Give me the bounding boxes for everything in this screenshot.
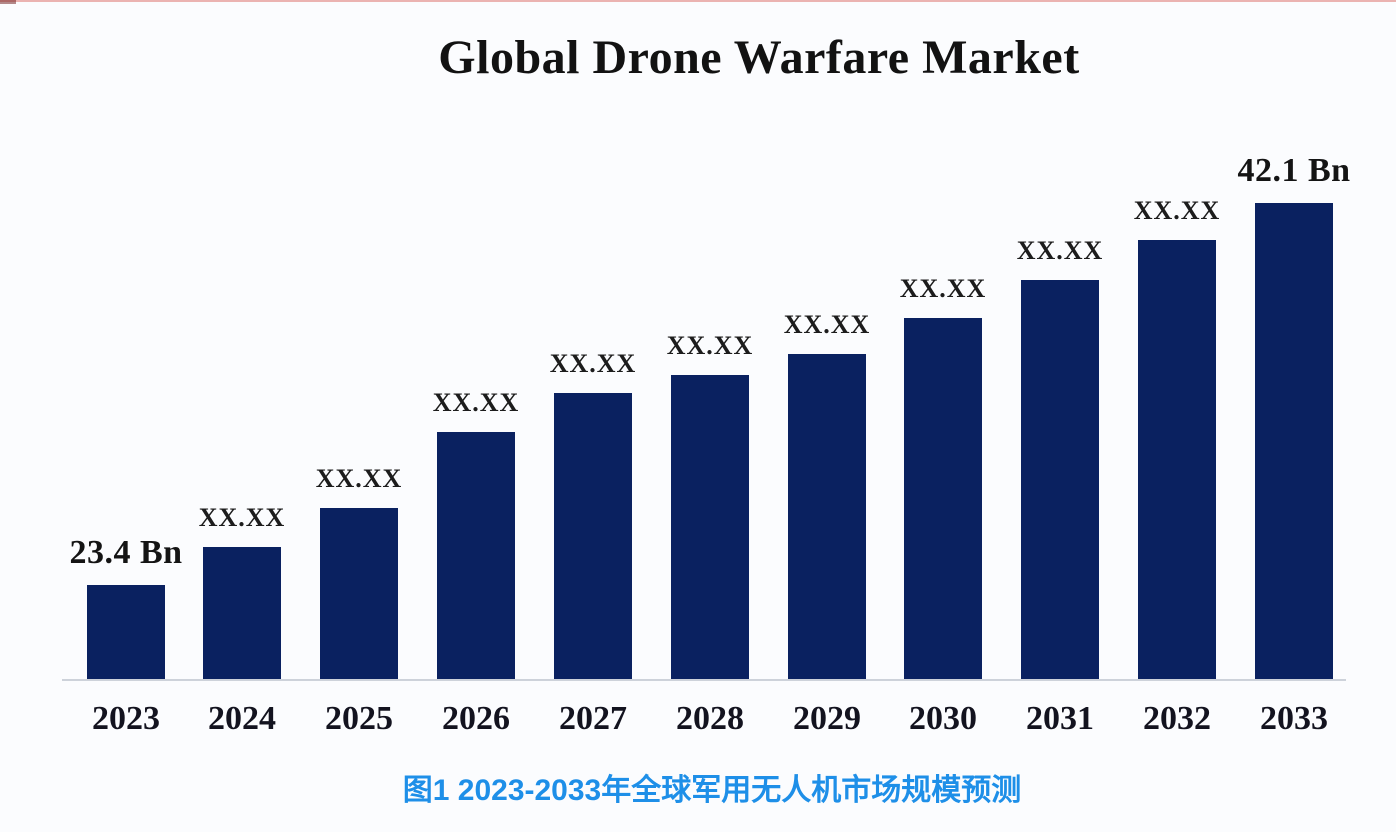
x-axis-label-2033: 2033 [1260,700,1328,737]
chart-title: Global Drone Warfare Market [438,31,1080,84]
bar-value-label-2023: 23.4 Bn [69,534,183,571]
x-axis-line [62,679,1346,681]
bar-2024 [203,547,281,679]
bar-2027 [554,393,632,679]
bar-2023 [87,585,165,679]
bar-value-label-2032: XX.XX [1133,196,1221,225]
bar-value-label-2030: XX.XX [899,274,987,303]
x-axis-label-2024: 2024 [208,700,276,737]
x-axis-label-2027: 2027 [559,700,627,737]
x-axis-label-2026: 2026 [442,700,510,737]
bar-2025 [320,508,398,679]
top-left-corner-mark [0,0,16,4]
bar-2028 [671,375,749,679]
bar-2033 [1255,203,1333,679]
bar-value-label-2031: XX.XX [1016,236,1104,265]
bar-2031 [1021,280,1099,679]
x-axis-label-2023: 2023 [92,700,160,737]
x-axis-label-2031: 2031 [1026,700,1094,737]
bar-2029 [788,354,866,679]
x-axis-label-2032: 2032 [1143,700,1211,737]
bar-2026 [437,432,515,679]
x-axis-label-2028: 2028 [676,700,744,737]
top-edge-red-line [0,0,1396,2]
bar-value-label-2025: XX.XX [315,464,403,493]
bar-value-label-2024: XX.XX [198,503,286,532]
x-axis-label-2029: 2029 [793,700,861,737]
bar-value-label-2029: XX.XX [783,310,871,339]
bar-value-label-2028: XX.XX [666,331,754,360]
x-axis-label-2030: 2030 [909,700,977,737]
x-axis-label-2025: 2025 [325,700,393,737]
bar-2032 [1138,240,1216,679]
bar-2030 [904,318,982,679]
bar-value-label-2027: XX.XX [549,349,637,378]
bar-value-label-2026: XX.XX [432,388,520,417]
bar-value-label-2033: 42.1 Bn [1237,152,1351,189]
figure-caption: 图1 2023-2033年全球军用无人机市场规模预测 [402,774,1022,807]
